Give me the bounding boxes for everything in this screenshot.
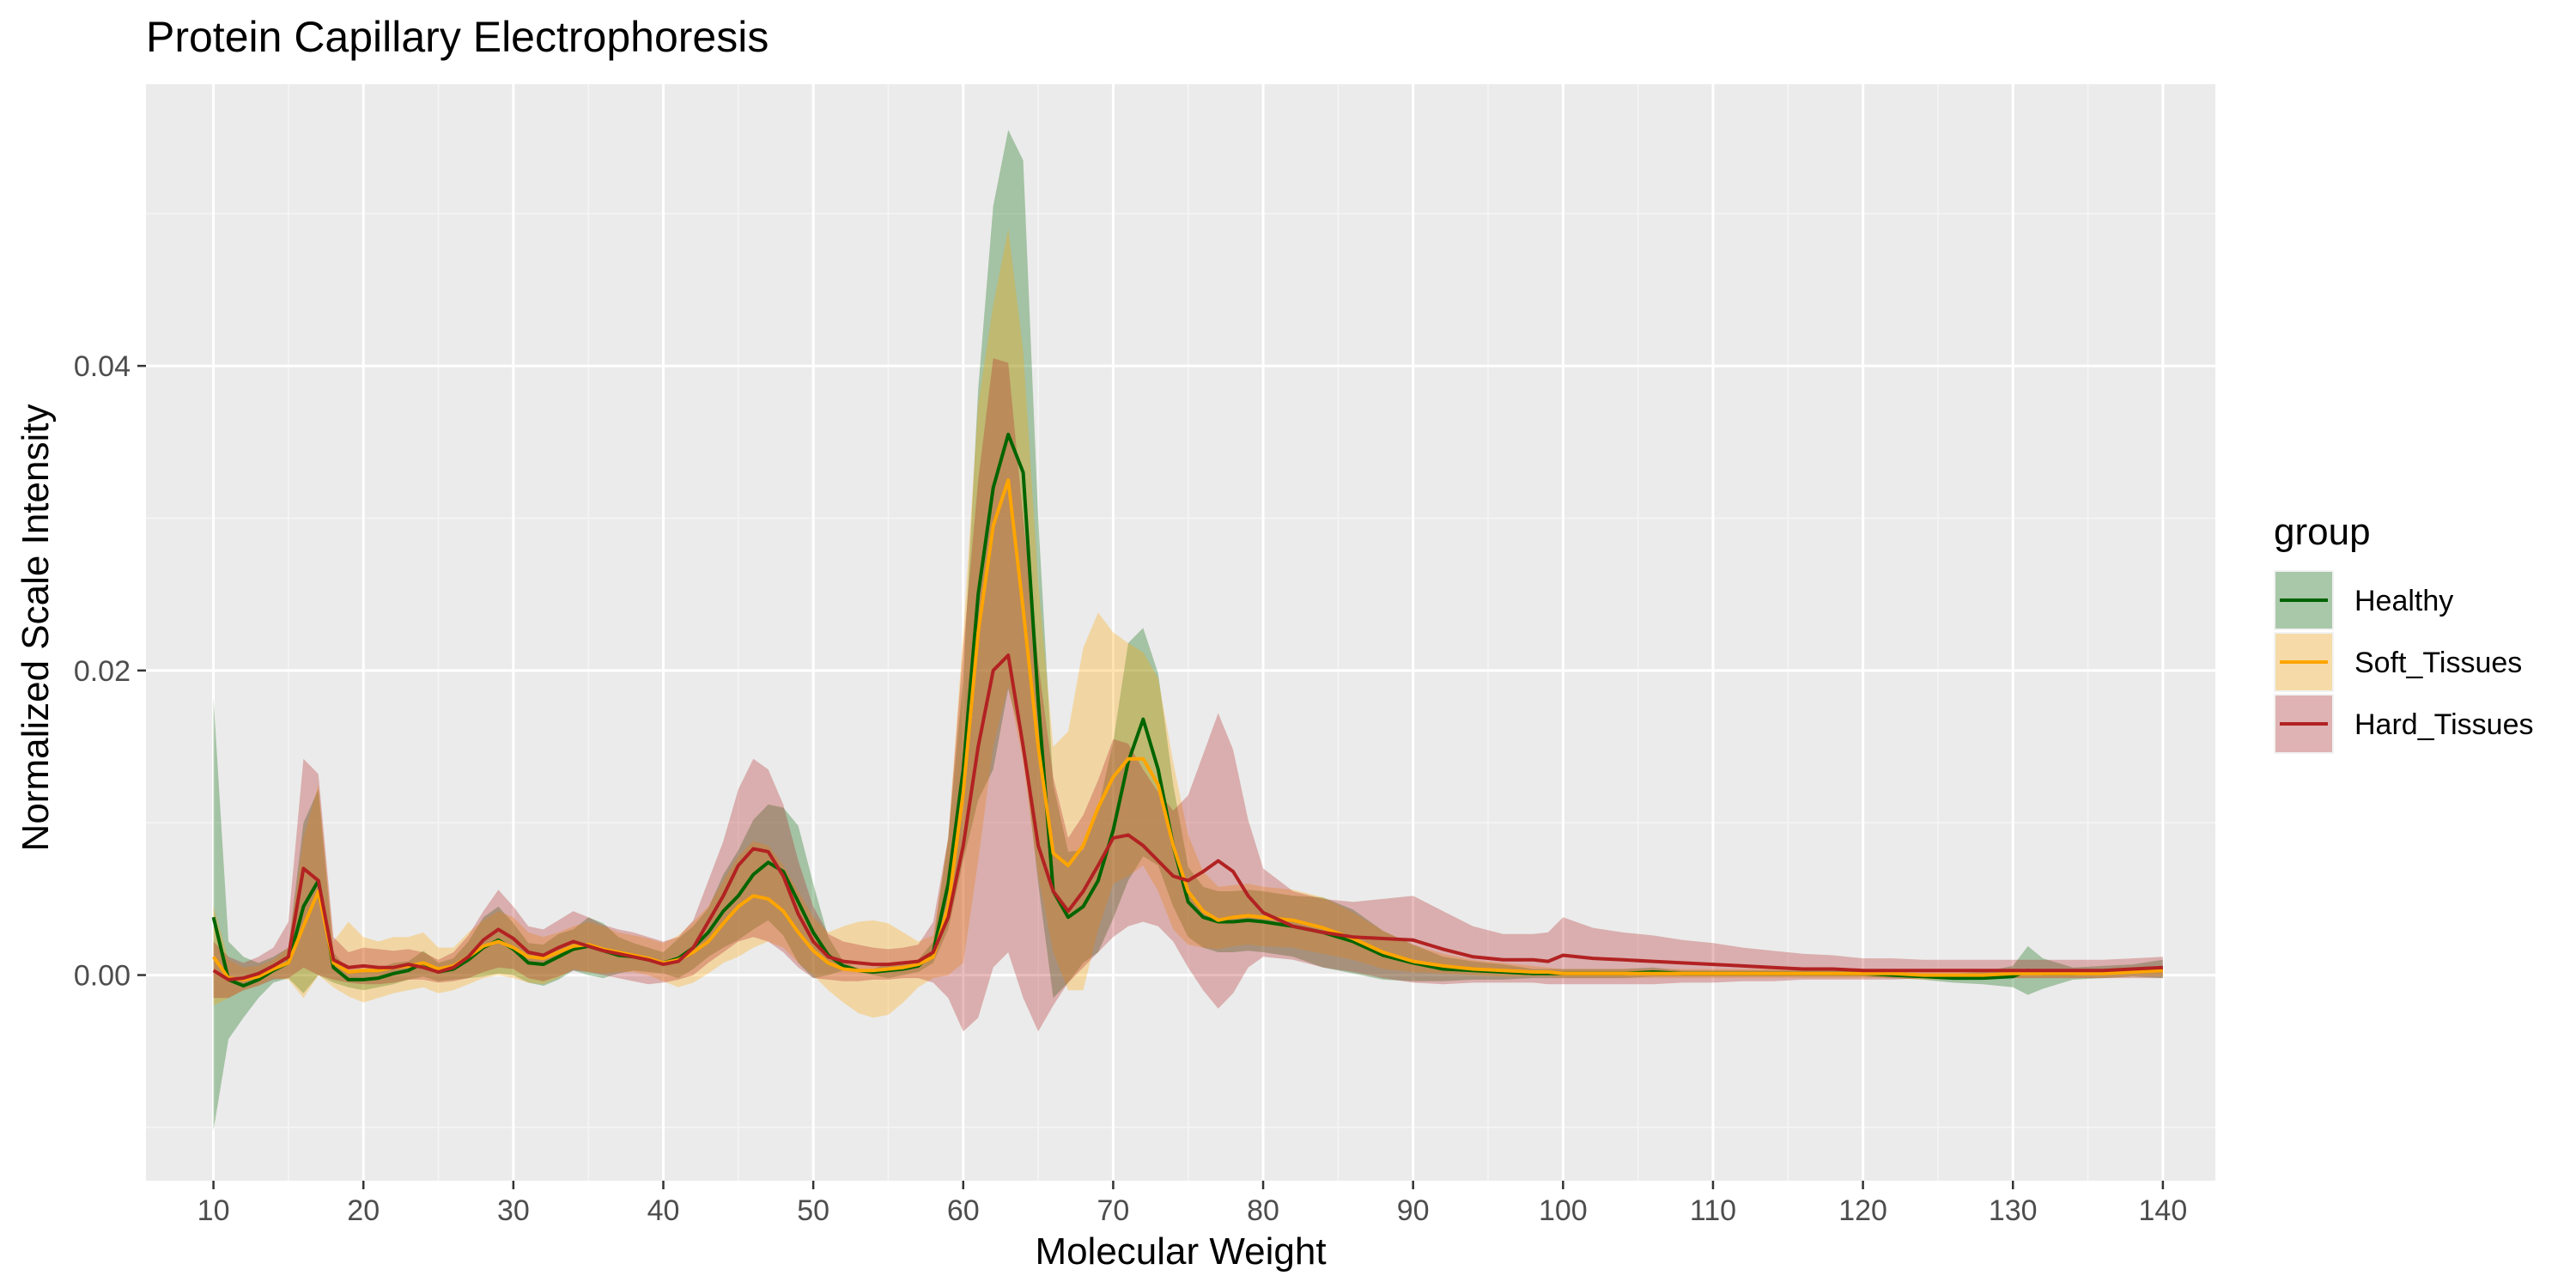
legend-label: Hard_Tissues — [2354, 708, 2533, 741]
plot-panel — [146, 84, 2215, 1181]
x-tick-label: 90 — [1397, 1194, 1430, 1227]
legend-label: Soft_Tissues — [2354, 647, 2522, 679]
legend-key-hard-tissues — [2274, 694, 2334, 754]
x-tick-label: 60 — [947, 1194, 980, 1227]
x-axis: 10 20 30 40 50 60 70 80 90 100 110 120 130 140 — [197, 1181, 2188, 1227]
x-tick-label: 120 — [1838, 1194, 1887, 1227]
chart-title: Protein Capillary Electrophoresis — [146, 13, 769, 61]
x-tick-label: 10 — [197, 1194, 230, 1227]
x-tick-label: 20 — [347, 1194, 380, 1227]
y-tick-label: 0.04 — [74, 350, 131, 383]
x-tick-label: 50 — [797, 1194, 829, 1227]
x-axis-title: Molecular Weight — [1035, 1230, 1326, 1273]
legend-label: Healthy — [2354, 585, 2453, 617]
x-tick-label: 140 — [2139, 1194, 2188, 1227]
x-tick-label: 80 — [1247, 1194, 1279, 1227]
x-tick-label: 70 — [1097, 1194, 1129, 1227]
y-tick-label: 0.02 — [74, 655, 131, 688]
line-layer — [211, 432, 2164, 987]
x-tick-label: 30 — [497, 1194, 530, 1227]
series-line-hard-tissues — [212, 653, 2164, 981]
legend: group Healthy Soft_Tissues Hard_Tissues — [2274, 511, 2533, 754]
x-tick-label: 130 — [1989, 1194, 2038, 1227]
legend-key-soft-tissues — [2274, 632, 2334, 692]
x-tick-label: 40 — [647, 1194, 680, 1227]
x-tick-label: 110 — [1690, 1194, 1736, 1227]
ribbon-healthy — [213, 130, 2163, 1131]
legend-key-healthy — [2274, 570, 2334, 630]
grid-lines — [146, 84, 2215, 1181]
y-axis-title: Normalized Scale Intensity — [15, 404, 57, 852]
legend-title: group — [2274, 511, 2371, 553]
y-tick-label: 0.00 — [74, 960, 131, 993]
y-axis: 0.00 0.02 0.04 — [74, 350, 146, 993]
ribbon-soft-tissues — [213, 228, 2163, 1018]
x-tick-label: 100 — [1539, 1194, 1588, 1227]
